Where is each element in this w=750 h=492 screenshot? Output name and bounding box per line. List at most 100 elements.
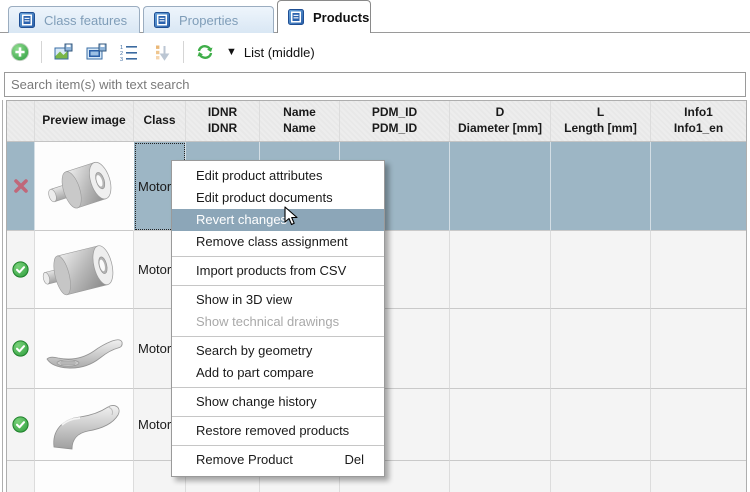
refresh-icon [197,45,213,59]
svg-text:2: 2 [120,51,123,57]
tab-class-features[interactable]: Class features [8,6,140,33]
column-header-preview-image[interactable]: Preview image [35,101,134,141]
diameter-cell[interactable] [450,231,551,309]
column-header-idnr[interactable]: IDNR IDNR [186,101,260,141]
column-header-diameter[interactable]: D Diameter [mm] [450,101,551,141]
preview-image-cell[interactable] [35,231,134,309]
menu-item-show-change-history[interactable]: Show change history [196,394,317,409]
curved-handle-3d-thumbnail [46,338,123,368]
pdm-id-cell[interactable] [340,461,450,492]
length-cell[interactable] [551,231,651,309]
tab-products[interactable]: Products [277,0,371,33]
menu-item-revert-changes[interactable]: Revert changes [172,209,384,231]
sort-descending-button [150,40,174,64]
elbow-tube-3d-thumbnail [53,404,120,449]
info1-cell[interactable] [651,389,746,461]
column-header-class[interactable]: Class [134,101,186,141]
menu-separator [172,416,384,417]
menu-separator [172,256,384,257]
search-input[interactable] [5,73,745,96]
status-cell [7,142,35,231]
product-context-menu: Edit product attributes Edit product doc… [171,160,385,477]
info1-cell[interactable] [651,142,746,231]
column-header-info1[interactable]: Info1 Info1_en [673,105,724,135]
status-cell [7,389,35,461]
sort-descending-icon [156,45,170,61]
tab-label: Properties [179,12,239,28]
menu-shortcut: Del [344,452,364,467]
svg-text:3: 3 [120,57,123,61]
ok-check-icon [12,340,29,357]
length-cell[interactable] [551,461,651,492]
menu-item-show-in-3d-view[interactable]: Show in 3D view [196,292,293,307]
menu-item-remove-class-assignment[interactable]: Remove class assignment [196,234,348,249]
menu-item-edit-product-documents[interactable]: Edit product documents [196,190,333,205]
tab-bar: Class features Properties Products [0,0,750,33]
length-cell[interactable] [551,309,651,389]
preview-image-cell[interactable] [35,461,134,492]
view-mode-label: List (middle) [243,44,315,60]
column-header-length[interactable]: L Length [mm] [551,101,651,141]
image-save-icon [54,43,72,60]
column-header-name[interactable]: Name Name [260,101,340,141]
menu-separator [172,445,384,446]
toolbar-separator [183,41,184,63]
pdm-id-cell[interactable] [340,389,450,461]
form-document-icon [288,9,304,25]
add-product-button[interactable] [8,40,32,64]
preview-image-cell[interactable] [35,142,134,231]
diameter-cell[interactable] [450,309,551,389]
info1-cell[interactable] [651,461,746,492]
numbered-list-icon: 1 2 3 [120,45,137,61]
status-cell [7,309,35,389]
diameter-cell[interactable] [450,142,551,231]
ok-check-icon [12,416,29,433]
menu-item-show-technical-drawings: Show technical drawings [196,314,340,329]
save-preview-images-button[interactable] [84,40,108,64]
length-cell[interactable] [551,142,651,231]
menu-separator [172,336,384,337]
form-document-icon [154,12,170,28]
menu-item-import-products-from-csv[interactable]: Import products from CSV [196,263,347,278]
ok-check-icon [12,261,29,278]
numbered-list-button[interactable]: 1 2 3 [117,40,141,64]
mouse-cursor-icon [284,206,300,233]
tab-bar-border [0,32,750,33]
column-header-status[interactable] [7,101,35,141]
class-value: Motor [138,341,172,356]
save-preview-image-button[interactable] [51,40,75,64]
status-cell [7,231,35,309]
dropdown-arrow-icon: ▼ [226,45,237,58]
add-circle-icon [10,42,30,62]
info1-cell[interactable] [651,309,746,389]
menu-item-add-to-part-compare[interactable]: Add to part compare [196,365,314,380]
svg-text:1: 1 [120,45,123,51]
refresh-button[interactable] [193,40,217,64]
menu-separator [172,285,384,286]
preview-image-cell[interactable] [35,389,134,461]
products-toolbar: 1 2 3 ▼ List (middle) [0,34,750,70]
view-mode-dropdown[interactable]: ▼ List (middle) [226,45,315,60]
pdm-id-cell[interactable] [340,231,450,309]
menu-item-edit-product-attributes[interactable]: Edit product attributes [196,168,323,183]
length-cell[interactable] [551,389,651,461]
menu-item-remove-product[interactable]: Remove Product Del [172,449,384,471]
class-value: Motor [138,178,172,194]
form-document-icon [19,12,35,28]
info1-cell[interactable] [651,231,746,309]
tab-label: Class features [44,12,128,28]
menu-separator [172,387,384,388]
status-cell [7,461,35,492]
menu-item-search-by-geometry[interactable]: Search by geometry [196,343,313,358]
tab-properties[interactable]: Properties [143,6,274,33]
diameter-cell[interactable] [450,461,551,492]
table-header-row: Preview image Class IDNR IDNR Name Name PD… [7,101,746,142]
toolbar-separator [41,41,42,63]
column-header-pdm-id[interactable]: PDM_ID PDM_ID [340,101,450,141]
diameter-cell[interactable] [450,389,551,461]
removed-x-icon [13,179,28,193]
pdm-id-cell[interactable] [340,309,450,389]
class-value: Motor [138,262,172,277]
menu-item-restore-removed-products[interactable]: Restore removed products [196,423,350,438]
preview-image-cell[interactable] [35,309,134,389]
